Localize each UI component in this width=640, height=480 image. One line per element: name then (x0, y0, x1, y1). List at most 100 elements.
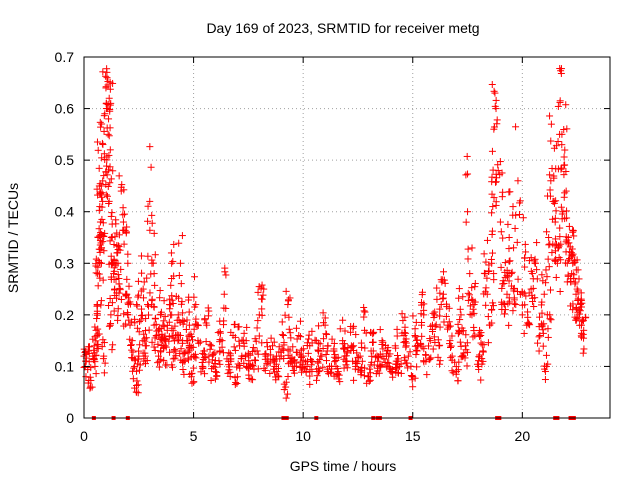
data-point (529, 275, 537, 283)
data-point (148, 256, 156, 264)
data-point (366, 365, 374, 373)
data-point (97, 259, 105, 267)
data-point (225, 349, 233, 357)
data-point (382, 342, 390, 350)
data-point (436, 305, 444, 313)
data-point (561, 215, 569, 223)
data-point (142, 342, 150, 350)
data-point (103, 171, 111, 179)
data-point (347, 328, 355, 336)
data-point (505, 245, 513, 253)
data-point (103, 162, 111, 170)
data-point (249, 376, 257, 384)
data-point (535, 333, 543, 341)
data-point (480, 269, 488, 277)
data-point (110, 255, 118, 263)
data-point (560, 125, 568, 133)
data-point (254, 288, 262, 296)
data-point (116, 284, 124, 292)
data-point (322, 330, 330, 338)
data-point (548, 249, 556, 257)
data-point (106, 146, 114, 154)
data-point (233, 380, 241, 388)
data-point (255, 332, 263, 340)
data-point (501, 310, 509, 318)
data-point (145, 326, 153, 334)
data-point (254, 350, 262, 358)
data-point (521, 301, 529, 309)
data-point (361, 308, 369, 316)
data-point (466, 310, 474, 318)
data-point (431, 308, 439, 316)
data-point (366, 369, 374, 377)
data-point (324, 342, 332, 350)
data-point (471, 332, 479, 340)
data-point (447, 354, 455, 362)
data-point (135, 347, 143, 355)
data-point (540, 290, 548, 298)
data-point (411, 325, 419, 333)
data-point (232, 378, 240, 386)
data-point (439, 295, 447, 303)
data-point (204, 304, 212, 312)
data-point (360, 303, 368, 311)
data-point (299, 360, 307, 368)
data-point (246, 351, 254, 359)
data-point (341, 344, 349, 352)
data-point (313, 365, 321, 373)
data-point (319, 319, 327, 327)
data-point (123, 275, 131, 283)
data-point (512, 301, 520, 309)
data-point (341, 352, 349, 360)
data-point (463, 339, 471, 347)
x-tick-label: 20 (515, 428, 531, 444)
data-point (251, 356, 259, 364)
data-point (157, 308, 165, 316)
data-point (177, 280, 185, 288)
data-point (426, 355, 434, 363)
data-point (411, 333, 419, 341)
data-point (143, 274, 151, 282)
data-point (328, 335, 336, 343)
data-point (483, 236, 491, 244)
data-point (446, 344, 454, 352)
data-point (268, 342, 276, 350)
data-point (429, 345, 437, 353)
data-point (105, 132, 113, 140)
data-point (183, 316, 191, 324)
data-point (436, 360, 444, 368)
data-point (146, 143, 154, 151)
data-point (258, 311, 266, 319)
data-point (393, 364, 401, 372)
data-point (155, 363, 163, 371)
data-point (455, 358, 463, 366)
data-point (240, 329, 248, 337)
data-point (538, 309, 546, 317)
data-point (423, 371, 431, 379)
data-point (258, 295, 266, 303)
data-point (191, 303, 199, 311)
data-point (539, 326, 547, 334)
data-point (546, 186, 554, 194)
data-point (92, 370, 100, 378)
data-point (161, 332, 169, 340)
data-point (420, 345, 428, 353)
data-point (138, 311, 146, 319)
data-point (515, 211, 523, 219)
data-point (263, 361, 271, 369)
data-point (220, 290, 228, 298)
data-point (569, 227, 577, 235)
data-point (104, 81, 112, 89)
data-point (148, 219, 156, 227)
data-point (521, 263, 529, 271)
data-point (235, 337, 243, 345)
data-point (521, 240, 529, 248)
data-point (96, 218, 104, 226)
data-point (130, 364, 138, 372)
data-point (94, 341, 102, 349)
data-point (488, 209, 496, 217)
data-point (97, 239, 105, 247)
data-point (498, 193, 506, 201)
data-point (490, 194, 498, 202)
data-point (504, 300, 512, 308)
